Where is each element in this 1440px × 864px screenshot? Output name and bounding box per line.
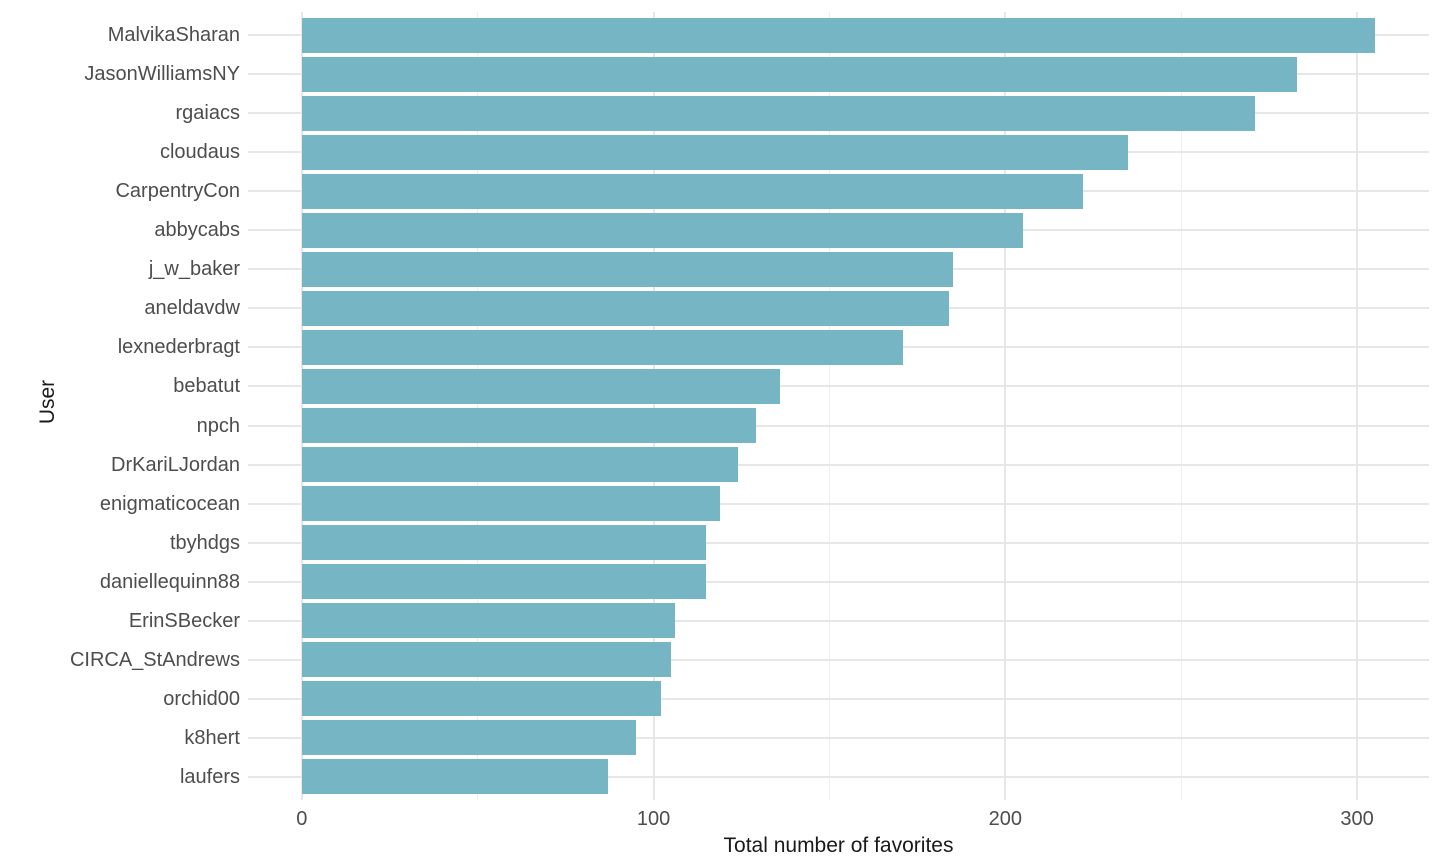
- gridline-major-horizontal: [248, 580, 1429, 583]
- bar-JasonWilliamsNY: [301, 56, 1298, 92]
- bar-aneldavdw: [301, 290, 950, 326]
- bar-k8hert: [301, 720, 636, 756]
- y-tick-label-bebatut: bebatut: [173, 375, 240, 398]
- y-tick-label-aneldavdw: aneldavdw: [144, 297, 240, 320]
- y-tick-label-ErinSBecker: ErinSBecker: [128, 609, 240, 632]
- bar-MalvikaSharan: [301, 17, 1375, 53]
- bar-CarpentryCon: [301, 173, 1083, 209]
- x-tick-label-0: 0: [296, 808, 308, 830]
- bar-orchid00: [301, 681, 661, 717]
- y-tick-label-k8hert: k8hert: [184, 726, 240, 749]
- gridline-major-horizontal: [248, 658, 1429, 661]
- bar-npch: [301, 407, 756, 444]
- gridline-minor-vertical: [828, 12, 830, 800]
- y-tick-label-DrKariLJordan: DrKariLJordan: [111, 453, 240, 476]
- gridline-major-horizontal: [248, 775, 1429, 778]
- y-tick-label-j_w_baker: j_w_baker: [148, 258, 240, 281]
- bar-bebatut: [301, 368, 781, 405]
- y-tick-label-MalvikaSharan: MalvikaSharan: [107, 24, 240, 47]
- bar-lexnederbragt: [301, 329, 904, 366]
- y-axis-title: User: [36, 379, 59, 425]
- y-tick-label-CIRCA_StAndrews: CIRCA_StAndrews: [69, 648, 240, 671]
- bar-cloudaus: [301, 134, 1129, 170]
- bar-DrKariLJordan: [301, 446, 738, 483]
- bar-daniellequinn88: [301, 563, 707, 600]
- bar-tbyhdgs: [301, 524, 707, 561]
- gridline-major-horizontal: [248, 736, 1429, 739]
- bar-laufers: [301, 759, 608, 795]
- gridline-major-vertical: [1356, 12, 1359, 800]
- bar-CIRCA_StAndrews: [301, 642, 672, 678]
- y-tick-label-lexnederbragt: lexnederbragt: [117, 336, 240, 359]
- gridline-major-horizontal: [248, 619, 1429, 622]
- gridline-major-vertical: [1004, 12, 1007, 800]
- gridline-major-vertical: [652, 12, 655, 800]
- bar-enigmaticocean: [301, 485, 721, 522]
- x-tick-label-300: 300: [1340, 808, 1374, 830]
- gridline-major-horizontal: [248, 541, 1429, 544]
- y-tick-label-daniellequinn88: daniellequinn88: [99, 570, 240, 593]
- y-tick-label-cloudaus: cloudaus: [159, 141, 240, 164]
- y-tick-label-abbycabs: abbycabs: [154, 219, 240, 242]
- y-tick-label-CarpentryCon: CarpentryCon: [115, 180, 240, 203]
- gridline-major-horizontal: [248, 424, 1429, 427]
- gridline-major-horizontal: [248, 463, 1429, 466]
- y-tick-label-tbyhdgs: tbyhdgs: [169, 531, 240, 554]
- y-tick-label-laufers: laufers: [179, 765, 240, 788]
- gridline-minor-vertical: [477, 12, 479, 800]
- x-tick-label-200: 200: [988, 808, 1023, 830]
- plot-panel: [248, 12, 1429, 800]
- gridline-major-horizontal: [248, 697, 1429, 700]
- y-tick-label-enigmaticocean: enigmaticocean: [99, 492, 240, 515]
- x-tick-label-100: 100: [636, 808, 671, 830]
- y-tick-label-rgaiacs: rgaiacs: [175, 102, 240, 125]
- y-tick-label-npch: npch: [196, 414, 240, 437]
- y-tick-label-JasonWilliamsNY: JasonWilliamsNY: [84, 63, 240, 86]
- bar-ErinSBecker: [301, 603, 675, 639]
- bar-rgaiacs: [301, 95, 1256, 131]
- y-tick-label-orchid00: orchid00: [163, 687, 240, 710]
- bar-j_w_baker: [301, 251, 953, 287]
- gridline-major-horizontal: [248, 502, 1429, 505]
- x-axis-title: Total number of favorites: [723, 834, 954, 857]
- bar-abbycabs: [301, 212, 1023, 248]
- gridline-major-horizontal: [248, 385, 1429, 388]
- gridline-minor-vertical: [1180, 12, 1182, 800]
- gridline-major-vertical: [300, 12, 303, 800]
